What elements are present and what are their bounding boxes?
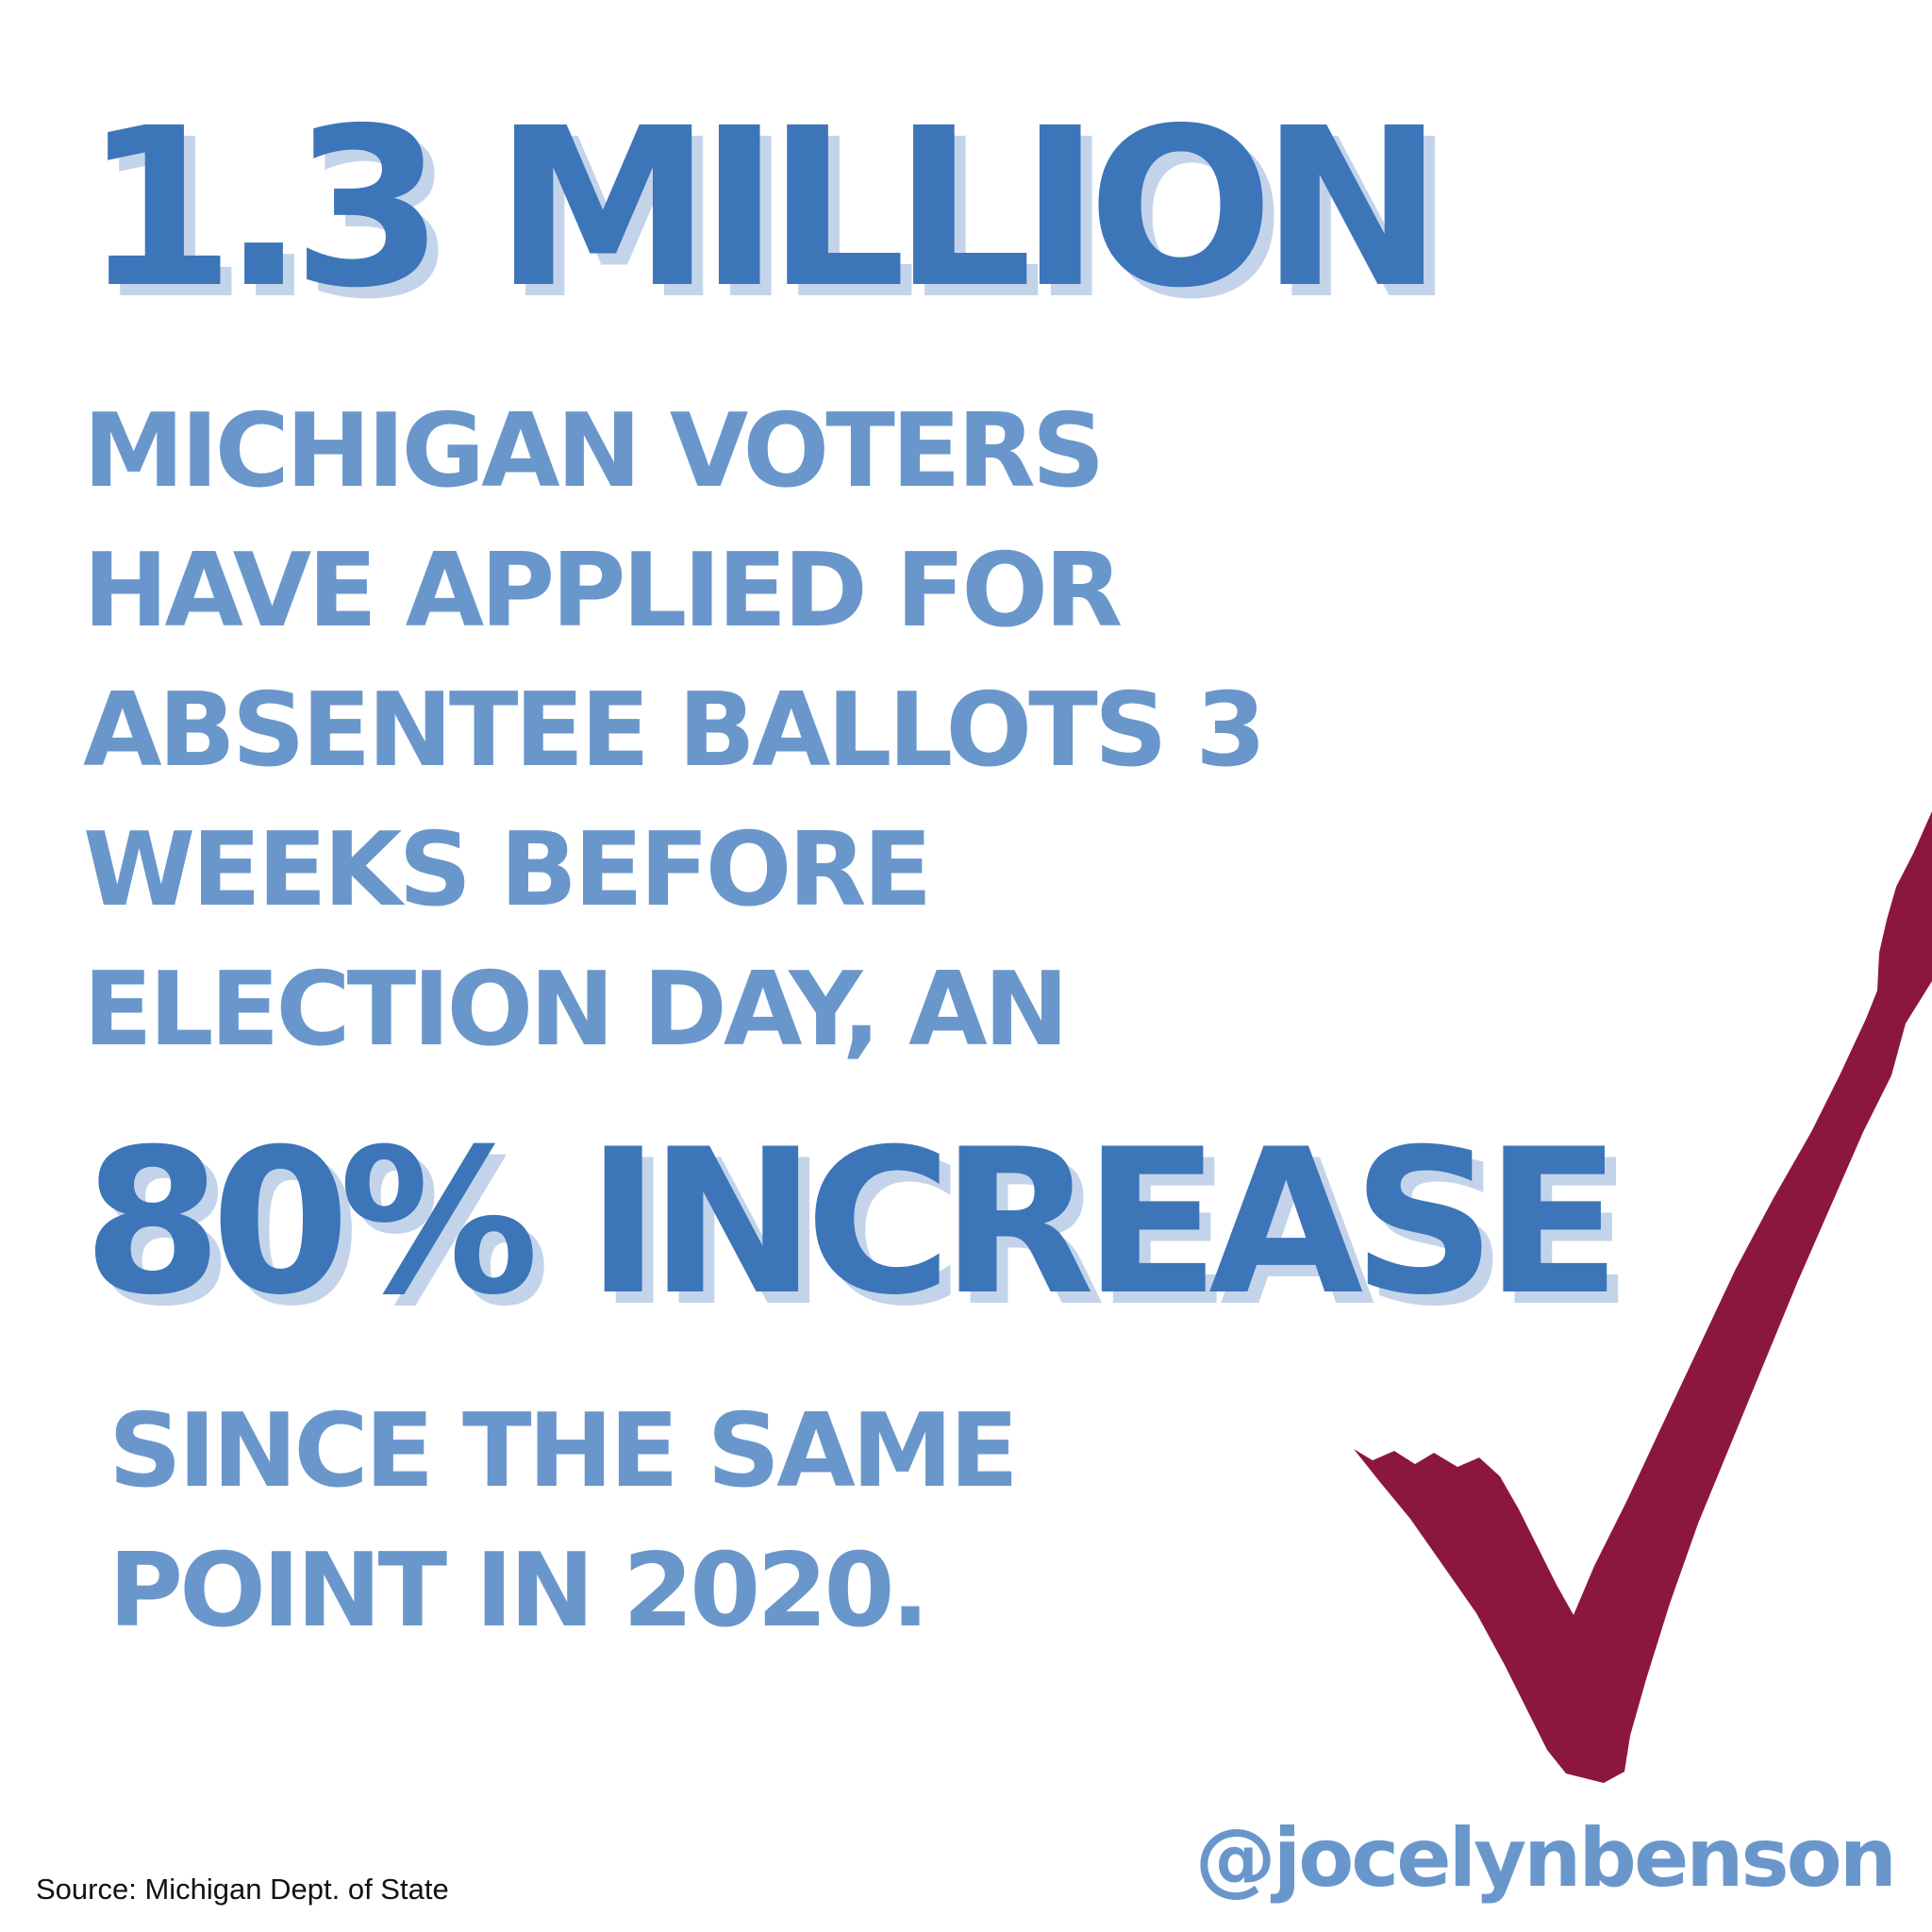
body-line: ABSENTEE BALLOTS 3: [83, 672, 1266, 790]
body-line: WEEKS BEFORE: [83, 811, 932, 929]
body-line: MICHIGAN VOTERS: [83, 392, 1106, 510]
increase-stat: 80% INCREASE: [83, 1106, 1622, 1339]
since-text-block: SINCE THE SAME POINT IN 2020.: [108, 1382, 1019, 1661]
body-line: ELECTION DAY, AN: [83, 951, 1069, 1069]
headline-stat: 1.3 MILLION: [83, 81, 1443, 336]
source-credit: Source: Michigan Dept. of State: [36, 1873, 449, 1906]
since-line: POINT IN 2020.: [108, 1532, 930, 1650]
body-text-block: MICHIGAN VOTERS HAVE APPLIED FOR ABSENTE…: [83, 382, 1266, 1080]
body-line: HAVE APPLIED FOR: [83, 532, 1123, 650]
social-handle: @jocelynbenson: [1194, 1811, 1897, 1906]
since-line: SINCE THE SAME: [108, 1392, 1019, 1510]
